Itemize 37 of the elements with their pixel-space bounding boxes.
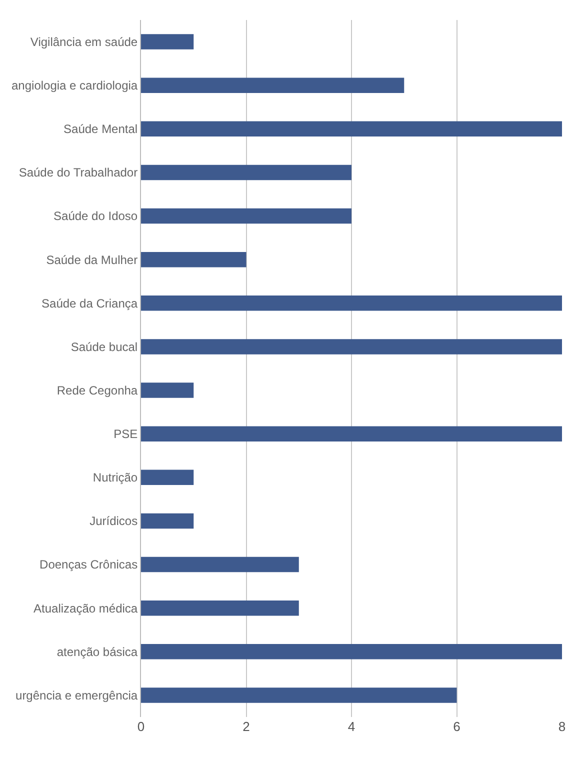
bar bbox=[141, 426, 562, 442]
y-tick-label: urgência e emergência bbox=[16, 688, 138, 702]
y-tick-label: Rede Cegonha bbox=[56, 383, 138, 398]
bar bbox=[141, 688, 457, 703]
bar bbox=[141, 513, 194, 529]
y-tick-label: Saúde do Trabalhador bbox=[18, 166, 138, 180]
y-tick-label: Saúde do Idoso bbox=[54, 209, 138, 224]
y-tick-label: Saúde Mental bbox=[64, 122, 138, 136]
y-tick-label: Doenças Crônicas bbox=[40, 558, 138, 572]
bar bbox=[141, 78, 404, 93]
y-tick-label: angiologia e cardiologia bbox=[12, 78, 138, 93]
y-tick-label: Saúde da Mulher bbox=[46, 252, 138, 267]
bar bbox=[141, 164, 352, 180]
x-tick-label: 4 bbox=[348, 719, 356, 734]
bar bbox=[141, 208, 352, 224]
bar bbox=[141, 252, 246, 268]
x-tick-label: 2 bbox=[242, 719, 250, 734]
bar bbox=[141, 600, 299, 616]
y-tick-label: Vigilância em saúde bbox=[30, 34, 138, 49]
bar bbox=[141, 556, 299, 572]
bar bbox=[141, 382, 194, 398]
bar bbox=[141, 296, 562, 311]
bar bbox=[141, 339, 562, 354]
bar bbox=[141, 644, 562, 660]
y-tick-label: Jurídicos bbox=[90, 514, 138, 528]
y-tick-label: Saúde bucal bbox=[70, 340, 138, 354]
bar bbox=[141, 34, 194, 50]
bar bbox=[141, 121, 562, 137]
y-tick-label: Saúde da Criança bbox=[42, 296, 138, 310]
x-tick-label: 6 bbox=[453, 719, 460, 734]
x-tick-label: 8 bbox=[558, 719, 566, 734]
y-tick-label: Atualização médica bbox=[34, 601, 138, 616]
y-tick-label: Nutrição bbox=[92, 470, 138, 485]
y-tick-label: atenção básica bbox=[56, 644, 138, 659]
x-tick-label: 0 bbox=[137, 719, 145, 734]
y-tick-label: PSE bbox=[114, 427, 138, 442]
bar bbox=[141, 470, 194, 486]
